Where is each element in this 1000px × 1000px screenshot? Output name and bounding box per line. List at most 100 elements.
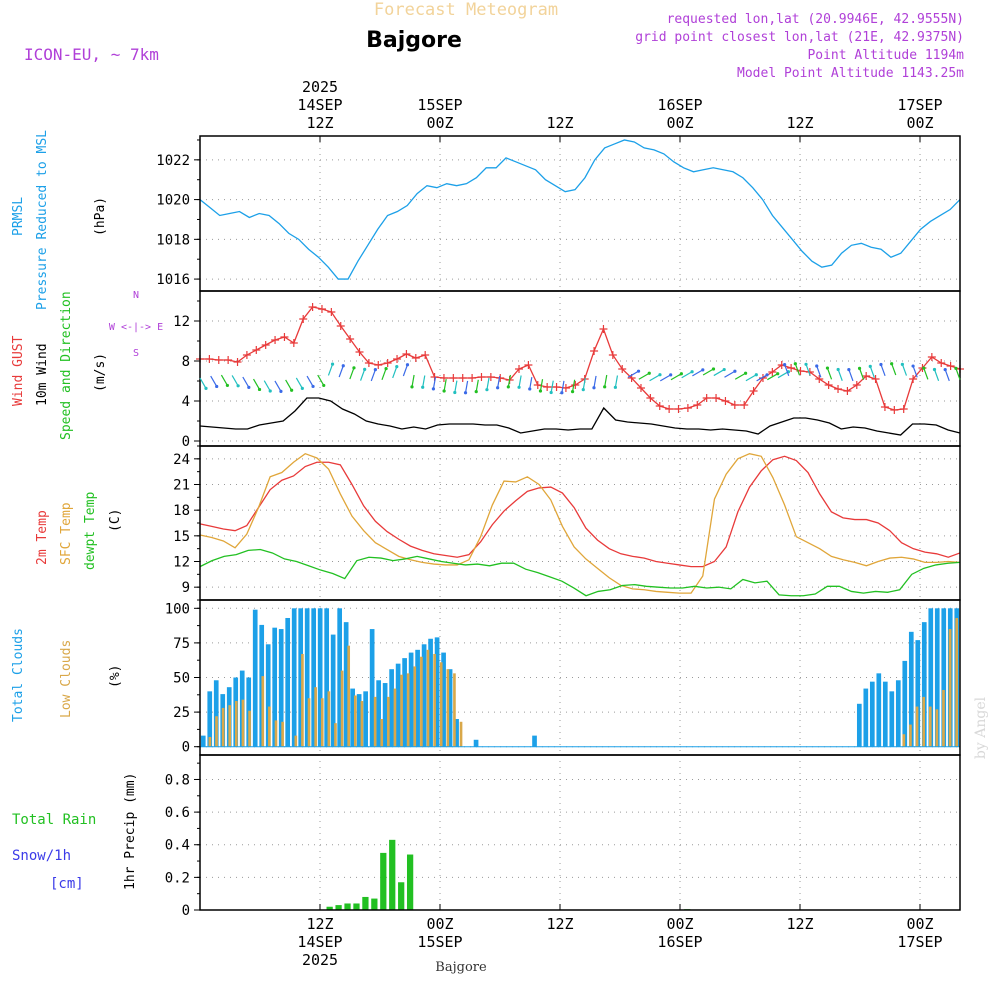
total-rain-bar <box>344 903 351 910</box>
wind-arrow-head <box>405 363 410 367</box>
wind-arrow <box>454 380 458 393</box>
wind-arrow <box>381 368 387 381</box>
low-clouds-bar <box>294 735 298 747</box>
gust-marker <box>571 381 580 389</box>
low-clouds-bar <box>334 723 337 747</box>
meteogram-subtitle: Forecast Meteogram <box>374 0 558 20</box>
pressure-panel: 1016 1018 1020 1022 <box>156 135 961 292</box>
gust-marker <box>421 351 430 359</box>
wind-arrow-head <box>453 390 457 395</box>
wind-arrow <box>670 373 682 381</box>
gust-marker <box>224 356 233 364</box>
gust-marker <box>552 383 561 391</box>
wind-arrow-head <box>410 385 414 389</box>
wind-direction-label: Speed and Direction <box>59 291 74 440</box>
total-rain-bar <box>371 898 378 910</box>
low-clouds-bar <box>241 699 245 747</box>
wind-arrow <box>220 374 228 386</box>
wind-arrow-head <box>311 384 315 389</box>
wind-arrow-head <box>592 386 596 390</box>
low-clouds-bar <box>301 653 304 747</box>
wind-arrow <box>593 375 597 388</box>
wind-arrow <box>659 374 671 382</box>
y-tick-label: 100 <box>165 601 190 617</box>
wind-arrow-head <box>636 369 641 373</box>
total-rain-bar <box>406 854 414 910</box>
low-clouds-bar <box>235 701 238 747</box>
total-clouds-bar <box>532 735 537 747</box>
gust-marker <box>646 394 655 402</box>
wind-arrow-head <box>421 385 425 389</box>
total-clouds-bar <box>278 629 284 747</box>
low-clouds-bar <box>922 696 925 747</box>
total-clouds-bar <box>337 608 342 747</box>
point-altitude: Point Altitude 1194m <box>807 48 964 63</box>
time-label-line: 14SEP <box>297 933 342 951</box>
y-tick-label: 24 <box>173 452 190 468</box>
wind-arrow <box>627 370 639 378</box>
total-clouds-bar <box>265 644 271 747</box>
low-clouds-bar <box>439 662 443 747</box>
wind-arrow-head <box>215 384 219 389</box>
y-tick-label: 75 <box>173 636 190 652</box>
gust-marker <box>355 348 364 356</box>
model-altitude: Model Point Altitude 1143.25m <box>737 66 964 81</box>
location-title: Bajgore <box>366 28 462 53</box>
low-clouds-bar <box>340 670 344 747</box>
gust-marker <box>862 372 871 380</box>
low-clouds-bar <box>314 687 317 747</box>
pressure-unit: (hPa) <box>93 197 108 236</box>
wind-arrow <box>777 371 789 379</box>
pressure-frame <box>199 135 961 292</box>
gust-marker <box>280 333 289 341</box>
wind-arrow-head <box>560 391 564 395</box>
top-time-label: 12Z <box>786 114 813 132</box>
time-label-line: 15SEP <box>417 933 462 951</box>
gust-marker <box>693 401 702 409</box>
wind-arrow-head <box>506 385 510 389</box>
low-clouds-bar <box>902 734 906 747</box>
total-clouds-bar <box>408 652 414 747</box>
total-clouds-bar <box>395 663 401 747</box>
low-clouds-bar <box>948 629 952 747</box>
temp-dewpt-label: dewpt Temp <box>83 492 98 570</box>
wind-gust-line <box>200 306 961 411</box>
wind-arrow <box>285 379 293 391</box>
y-tick-label: 1022 <box>156 153 190 169</box>
gust-marker <box>909 375 918 383</box>
gust-marker <box>749 387 758 395</box>
total-clouds-bar <box>213 680 219 747</box>
wind-arrow-head <box>825 366 830 370</box>
wind-arrow <box>734 372 746 380</box>
y-tick-label: 21 <box>173 478 190 494</box>
wind-arrow <box>702 368 714 376</box>
low-clouds-bar <box>955 617 959 747</box>
wind-arrow <box>713 369 725 377</box>
wind-arrow <box>274 380 282 392</box>
gust-marker <box>524 361 533 369</box>
gust-marker <box>477 373 486 381</box>
time-label-line: 2025 <box>302 951 338 969</box>
total-rain-bar <box>335 905 342 910</box>
wind-arrow <box>826 367 833 380</box>
wind-arrow <box>880 364 886 377</box>
time-label-line: 00Z <box>426 114 453 132</box>
total-clouds-bar <box>856 703 862 747</box>
total-clouds-bar <box>291 608 297 747</box>
wind-arrow-head <box>279 389 283 393</box>
low-clouds-bar <box>320 698 324 747</box>
y-tick-label: 12 <box>173 314 190 330</box>
total-clouds-bar <box>363 691 368 747</box>
wind-arrow <box>784 364 790 377</box>
wind-arrow-head <box>463 391 468 395</box>
gust-marker <box>486 373 495 381</box>
low-clouds-bar <box>221 707 225 747</box>
wind-arrow <box>539 379 544 392</box>
wind-arrow-head <box>517 385 521 389</box>
wind-arrow <box>692 369 704 377</box>
gust-marker <box>411 354 420 362</box>
total-clouds-bar <box>902 660 908 747</box>
time-label-line: 00Z <box>426 915 453 933</box>
